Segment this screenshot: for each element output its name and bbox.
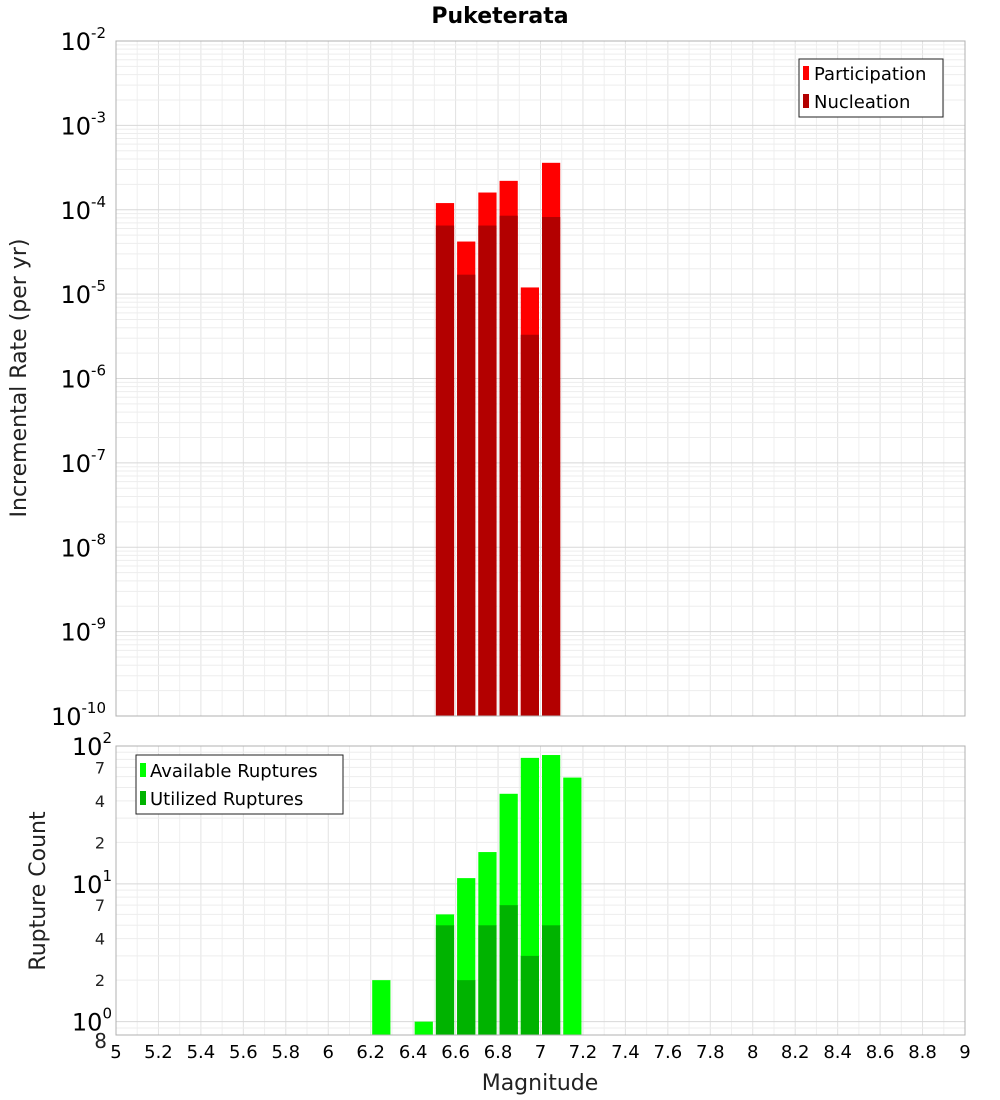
y-tick-label: 10-7 bbox=[60, 446, 106, 478]
y-tick-label: 10-3 bbox=[60, 108, 106, 140]
legend-label-utilized: Utilized Ruptures bbox=[150, 789, 303, 810]
rate-legend-box bbox=[798, 58, 944, 118]
y-minor-tick-label: 8 bbox=[94, 1029, 107, 1053]
y-tick-label: 100 bbox=[72, 1005, 112, 1037]
y-tick-label: 10-4 bbox=[60, 193, 106, 225]
count-legend: Available Ruptures Utilized Ruptures bbox=[135, 754, 344, 815]
rate-plot: 10-10 10-9 10-8 10-7 10-6 10-5 10-4 10-3 10-2 In… bbox=[7, 24, 966, 731]
x-tick-label: 7.2 bbox=[569, 1042, 598, 1063]
rate-grid bbox=[115, 41, 966, 717]
x-tick-label: 8.6 bbox=[866, 1042, 895, 1063]
x-tick-label: 7.8 bbox=[696, 1042, 725, 1063]
bar-nucleation bbox=[435, 225, 455, 716]
rate-bars bbox=[435, 162, 561, 717]
bar-available-ruptures bbox=[563, 777, 582, 1035]
x-tick-label: 5.6 bbox=[229, 1042, 258, 1063]
y-minor-tick-label: 2 bbox=[95, 833, 105, 852]
bar-utilized-ruptures bbox=[499, 905, 518, 1035]
x-tick-label: 7.4 bbox=[611, 1042, 640, 1063]
x-tick-label: 6.8 bbox=[484, 1042, 513, 1063]
rate-legend: Participation Nucleation bbox=[798, 58, 944, 118]
y-minor-tick-label: 7 bbox=[95, 758, 105, 777]
x-tick-label: 8 bbox=[747, 1042, 758, 1063]
bar-utilized-ruptures bbox=[457, 980, 476, 1035]
bar-utilized-ruptures bbox=[542, 925, 561, 1035]
legend-swatch-nucleation bbox=[803, 94, 809, 108]
x-tick-label: 6.4 bbox=[399, 1042, 428, 1063]
x-tick-label: 8.8 bbox=[908, 1042, 937, 1063]
legend-swatch-participation bbox=[803, 66, 809, 80]
y-tick-label: 10-9 bbox=[60, 615, 106, 647]
x-ticks: 5 5.2 5.4 5.6 5.8 6 6.2 6.4 6.6 6.8 7 7.2 7.4 7.6 7.8 8… bbox=[110, 1042, 970, 1063]
legend-swatch-utilized bbox=[140, 791, 146, 805]
bar-nucleation bbox=[499, 215, 518, 717]
x-tick-label: 5 bbox=[110, 1042, 121, 1063]
x-tick-label: 7.6 bbox=[654, 1042, 683, 1063]
count-y-axis-label: Rupture Count bbox=[26, 811, 51, 971]
y-tick-label: 101 bbox=[72, 867, 112, 899]
legend-label-available: Available Ruptures bbox=[150, 761, 318, 782]
bar-available-ruptures bbox=[414, 1021, 433, 1035]
rate-y-axis-label: Incremental Rate (per yr) bbox=[7, 239, 32, 518]
x-tick-label: 9 bbox=[959, 1042, 970, 1063]
chart-title: Puketerata bbox=[431, 4, 568, 29]
y-tick-label: 10-6 bbox=[60, 362, 106, 394]
bar-nucleation bbox=[478, 225, 497, 716]
count-legend-box bbox=[135, 754, 344, 815]
legend-label-nucleation: Nucleation bbox=[814, 92, 910, 113]
y-minor-tick-label: 7 bbox=[95, 896, 105, 915]
bar-nucleation bbox=[520, 334, 539, 716]
y-tick-label: 10-2 bbox=[60, 24, 106, 56]
legend-swatch-available bbox=[140, 763, 146, 777]
x-tick-label: 5.8 bbox=[271, 1042, 300, 1063]
count-bars bbox=[372, 755, 582, 1035]
x-tick-label: 8.4 bbox=[823, 1042, 852, 1063]
x-tick-label: 8.2 bbox=[781, 1042, 810, 1063]
count-plot: 100 101 102 8 2 4 7 2 4 7 5 5.2 5.4 5.6 5.8 6 6.2 6.4 6.6… bbox=[26, 729, 971, 1096]
x-axis-label: Magnitude bbox=[482, 1071, 599, 1096]
x-tick-label: 6 bbox=[323, 1042, 334, 1063]
y-minor-tick-label: 4 bbox=[95, 792, 105, 811]
y-tick-label: 10-10 bbox=[51, 699, 106, 731]
bar-nucleation bbox=[457, 274, 476, 716]
rate-y-ticks: 10-10 10-9 10-8 10-7 10-6 10-5 10-4 10-3 10-2 bbox=[51, 24, 106, 731]
count-y-ticks: 100 101 102 8 2 4 7 2 4 7 bbox=[72, 729, 112, 1053]
y-tick-label: 102 bbox=[72, 729, 112, 761]
bar-utilized-ruptures bbox=[435, 925, 455, 1035]
x-tick-label: 6.6 bbox=[441, 1042, 470, 1063]
y-minor-tick-label: 2 bbox=[95, 971, 105, 990]
bar-available-ruptures bbox=[372, 980, 391, 1035]
x-tick-label: 6.2 bbox=[356, 1042, 385, 1063]
bar-utilized-ruptures bbox=[520, 955, 539, 1035]
legend-label-participation: Participation bbox=[814, 64, 926, 85]
y-tick-label: 10-8 bbox=[60, 530, 106, 562]
bar-utilized-ruptures bbox=[478, 925, 497, 1035]
x-tick-label: 5.4 bbox=[187, 1042, 216, 1063]
rate-plot-frame bbox=[115, 40, 966, 717]
y-minor-tick-label: 4 bbox=[95, 930, 105, 949]
bar-nucleation bbox=[542, 217, 561, 716]
x-tick-label: 7 bbox=[535, 1042, 546, 1063]
y-tick-label: 10-5 bbox=[60, 277, 106, 309]
x-tick-label: 5.2 bbox=[144, 1042, 173, 1063]
count-plot-frame bbox=[115, 745, 966, 1036]
